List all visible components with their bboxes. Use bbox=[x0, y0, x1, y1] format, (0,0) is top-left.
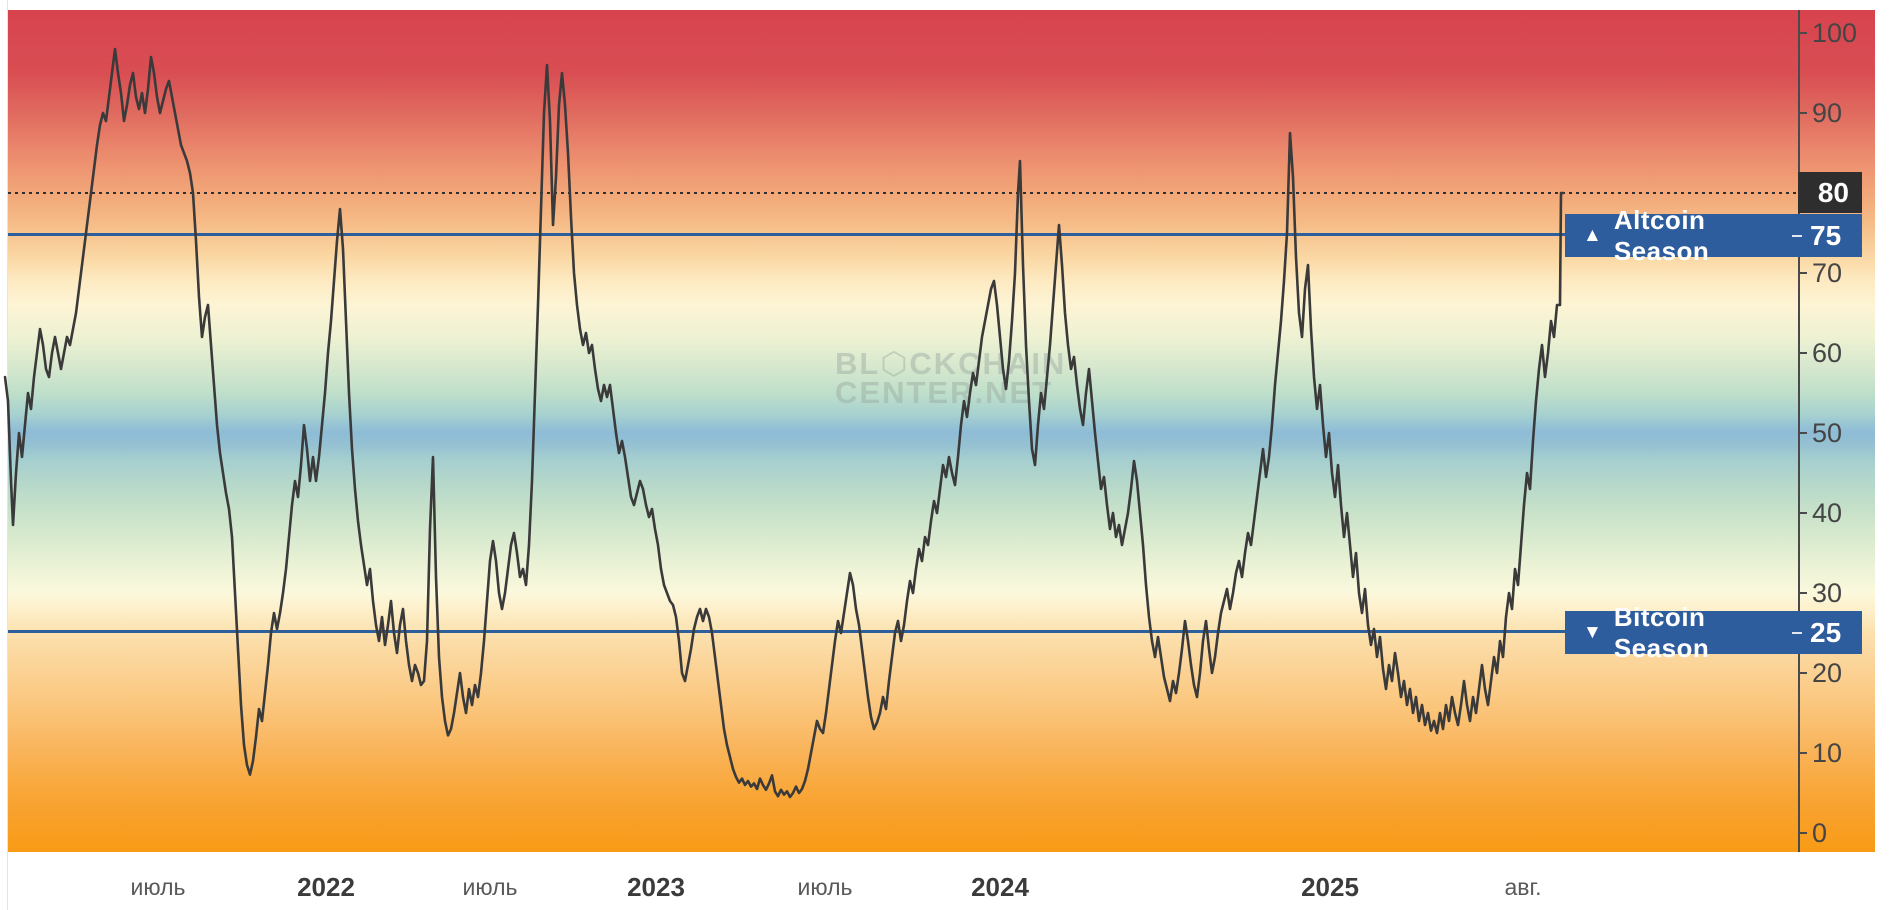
bitcoin-season-label: Bitcoin Season bbox=[1613, 601, 1710, 663]
current-value-dotted-line bbox=[8, 192, 1798, 194]
bitcoin-tick-dash bbox=[1792, 631, 1802, 634]
altcoin-tick-dash bbox=[1792, 234, 1802, 237]
x-tick-label: 2023 bbox=[627, 872, 685, 902]
y-tick-mark bbox=[1798, 32, 1807, 34]
altcoin-threshold-value: 75 bbox=[1810, 219, 1842, 251]
x-tick-label: 2024 bbox=[971, 872, 1029, 902]
bitcoin-threshold-value: 25 bbox=[1810, 616, 1842, 648]
y-tick-label: 60 bbox=[1812, 338, 1843, 368]
y-tick-mark bbox=[1798, 352, 1807, 354]
watermark-line2: CENTER.NET bbox=[835, 375, 1054, 410]
y-axis-line bbox=[1798, 10, 1800, 852]
y-tick-label: 20 bbox=[1812, 658, 1843, 688]
y-tick-mark bbox=[1798, 592, 1807, 594]
y-tick-label: 30 bbox=[1812, 578, 1843, 608]
altcoin-season-label: Altcoin Season bbox=[1613, 204, 1710, 266]
index-line bbox=[3, 47, 1565, 799]
x-tick-label: 2022 bbox=[297, 872, 355, 902]
y-tick-mark bbox=[1798, 112, 1807, 114]
x-tick-label: 2025 bbox=[1301, 872, 1359, 902]
y-tick-label: 0 bbox=[1812, 818, 1828, 848]
up-triangle-icon: ▲ bbox=[1583, 224, 1602, 246]
y-tick-label: 100 bbox=[1812, 18, 1858, 48]
y-tick-mark bbox=[1798, 272, 1807, 274]
down-triangle-icon: ▼ bbox=[1583, 621, 1602, 643]
x-tick-label: июль bbox=[462, 874, 518, 900]
bitcoin-season-annotation: ▼ Bitcoin Season 25 bbox=[1565, 602, 1862, 663]
y-tick-label: 10 bbox=[1812, 738, 1843, 768]
y-tick-mark bbox=[1798, 672, 1807, 674]
y-tick-mark bbox=[1798, 512, 1807, 514]
x-tick-label: авг. bbox=[1504, 874, 1542, 900]
y-tick-mark bbox=[1798, 432, 1807, 434]
chart-left-border bbox=[7, 0, 8, 910]
y-tick-label: 90 bbox=[1812, 98, 1843, 128]
current-value-badge: 80 bbox=[1798, 172, 1862, 213]
altcoin-season-threshold-line bbox=[8, 233, 1798, 236]
y-tick-mark bbox=[1798, 752, 1807, 754]
y-tick-mark bbox=[1798, 832, 1807, 834]
x-tick-label: июль bbox=[130, 874, 186, 900]
y-tick-label: 40 bbox=[1812, 498, 1843, 528]
plot-gradient-background bbox=[8, 10, 1875, 852]
y-tick-label: 50 bbox=[1812, 418, 1843, 448]
x-tick-label: июль bbox=[797, 874, 853, 900]
altcoin-season-annotation: ▲ Altcoin Season 75 bbox=[1565, 205, 1862, 266]
y-tick-label: 70 bbox=[1812, 258, 1843, 288]
